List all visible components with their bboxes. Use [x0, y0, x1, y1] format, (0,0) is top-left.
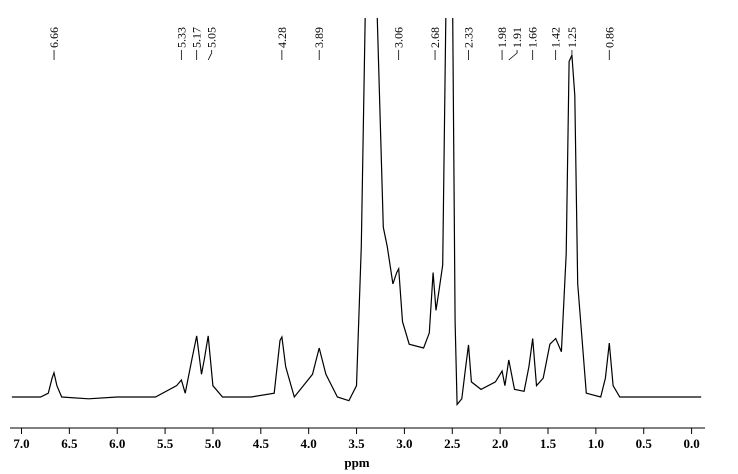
x-tick-label: 2.5 — [444, 436, 461, 451]
peak-label: 3.06 — [392, 27, 406, 48]
x-tick-label: 7.0 — [13, 436, 29, 451]
x-tick-label: 6.5 — [61, 436, 78, 451]
spectrum-line — [11, 18, 702, 407]
peak-label: 2.33 — [462, 27, 476, 48]
x-tick-label: 3.0 — [396, 436, 412, 451]
peak-label: 0.86 — [602, 27, 616, 48]
x-tick-label: 0.5 — [636, 436, 653, 451]
peak-label: 1.98 — [495, 27, 509, 48]
peak-label: 3.89 — [312, 27, 326, 48]
peak-label: 1.42 — [549, 27, 563, 48]
peak-connector — [207, 50, 213, 61]
x-tick-label: 5.0 — [205, 436, 221, 451]
x-tick-label: 0.0 — [683, 436, 699, 451]
peak-label: 2.68 — [428, 27, 442, 48]
x-tick-label: 1.0 — [588, 436, 604, 451]
x-tick-label: 1.5 — [540, 436, 557, 451]
peak-label: 5.33 — [174, 27, 188, 48]
x-tick-label: 6.0 — [109, 436, 125, 451]
peak-label: 5.05 — [205, 27, 219, 48]
x-tick-label: 3.5 — [348, 436, 365, 451]
x-tick-label: 4.0 — [301, 436, 317, 451]
x-tick-label: 5.5 — [157, 436, 174, 451]
peak-label: 1.66 — [526, 27, 540, 48]
peak-label: 5.17 — [190, 27, 204, 48]
peak-label: 4.28 — [275, 27, 289, 48]
x-axis-label: ppm — [344, 455, 369, 470]
peak-connector — [508, 50, 518, 61]
x-tick-label: 2.0 — [492, 436, 508, 451]
x-tick-label: 4.5 — [253, 436, 270, 451]
peak-label: 1.91 — [510, 27, 524, 48]
peak-label: 6.66 — [47, 27, 61, 48]
peak-label: 1.25 — [565, 27, 579, 48]
